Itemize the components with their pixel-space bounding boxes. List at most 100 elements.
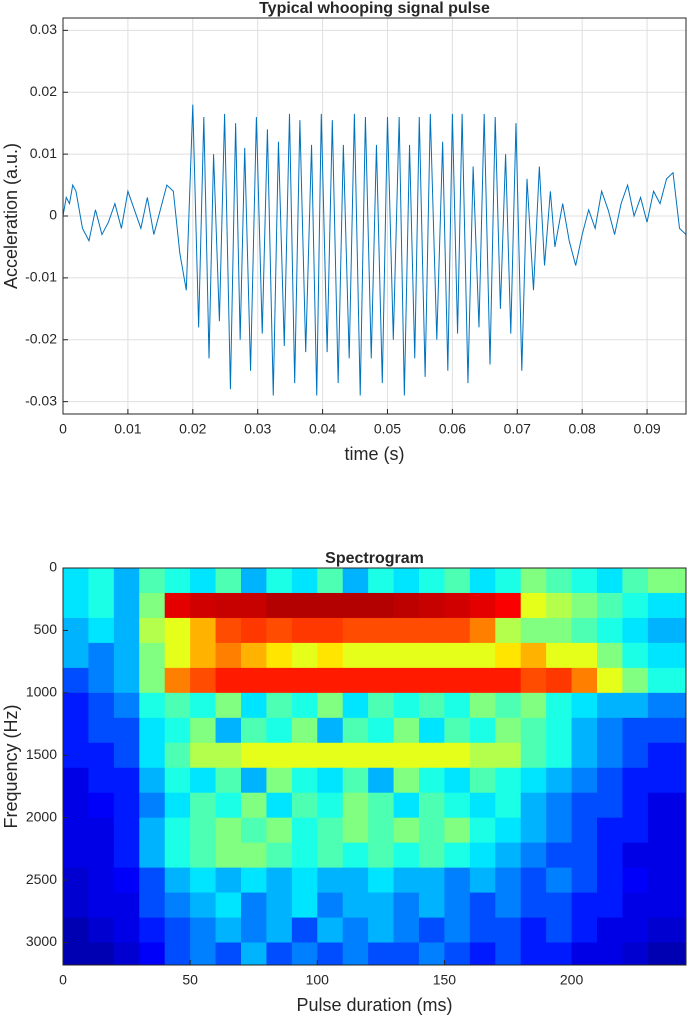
heat-cell <box>597 617 623 644</box>
heat-cell <box>113 792 140 819</box>
heat-cell <box>139 617 166 644</box>
heat-cell <box>469 817 496 844</box>
heat-cell <box>215 792 242 819</box>
y-axis-label: Frequency (Hz) <box>1 704 21 828</box>
heat-cell <box>241 717 267 744</box>
heat-cell <box>215 817 242 844</box>
heat-cell <box>393 617 420 644</box>
heat-cell <box>393 717 420 744</box>
heat-cell <box>419 867 445 894</box>
heat-cell <box>571 568 598 594</box>
y-tick-label: -0.03 <box>25 392 57 408</box>
heat-cell <box>419 742 445 769</box>
heat-cell <box>88 892 115 919</box>
heat-cell <box>291 717 318 744</box>
x-axis-label: time (s) <box>345 444 405 464</box>
heat-cell <box>647 692 686 719</box>
heat-cell <box>164 792 191 819</box>
heat-cell <box>495 792 522 819</box>
heat-cell <box>571 617 598 644</box>
heat-cell <box>241 592 267 619</box>
heat-cell <box>88 767 115 794</box>
heat-cell <box>63 717 89 744</box>
x-tick-label: 100 <box>306 972 330 988</box>
y-tick-label: 0.01 <box>30 145 57 161</box>
y-tick-label: -0.01 <box>25 269 57 285</box>
heat-cell <box>597 568 623 594</box>
heat-cell <box>520 842 547 869</box>
heat-cell <box>419 917 445 944</box>
heat-cell <box>342 892 369 919</box>
heat-cell <box>241 842 267 869</box>
heat-cell <box>546 792 573 819</box>
heat-cell <box>368 942 395 965</box>
heat-cell <box>88 617 115 644</box>
heat-cell <box>241 817 267 844</box>
heat-cell <box>139 892 166 919</box>
heat-cell <box>139 867 166 894</box>
heat-cell <box>469 642 496 669</box>
heat-cell <box>546 742 573 769</box>
heat-cell <box>164 942 191 965</box>
x-tick-label: 0.07 <box>504 421 531 437</box>
heat-cell <box>342 767 369 794</box>
heat-cell <box>291 667 318 694</box>
heat-cell <box>241 742 267 769</box>
heat-cell <box>139 717 166 744</box>
heat-cell <box>291 617 318 644</box>
heat-cell <box>393 842 420 869</box>
heat-cell <box>113 867 140 894</box>
heat-cell <box>164 817 191 844</box>
heat-cell <box>291 892 318 919</box>
heat-cell <box>495 817 522 844</box>
heat-cell <box>266 942 293 965</box>
heat-cell <box>444 892 471 919</box>
heat-cell <box>622 817 649 844</box>
heat-cell <box>368 867 395 894</box>
heat-cell <box>215 667 242 694</box>
heat-cell <box>597 792 623 819</box>
heat-cell <box>368 792 395 819</box>
y-tick-label: 2500 <box>26 871 57 887</box>
x-tick-label: 0 <box>59 972 67 988</box>
heat-cell <box>597 942 623 965</box>
heat-cell <box>88 817 115 844</box>
heat-cell <box>266 742 293 769</box>
heat-cell <box>419 642 445 669</box>
heat-cell <box>342 568 369 594</box>
heat-cell <box>164 742 191 769</box>
heat-cell <box>469 942 496 965</box>
heat-cell <box>190 942 217 965</box>
heat-cell <box>63 642 89 669</box>
heat-cell <box>469 842 496 869</box>
axes-box <box>62 17 687 415</box>
heat-cell <box>495 642 522 669</box>
heat-cell <box>469 692 496 719</box>
heat-cell <box>419 842 445 869</box>
heat-cell <box>88 717 115 744</box>
heat-cell <box>317 942 344 965</box>
plot-content <box>63 18 686 414</box>
heat-cell <box>571 917 598 944</box>
heat-cell <box>266 842 293 869</box>
heat-cell <box>190 792 217 819</box>
x-tick-label: 50 <box>182 972 198 988</box>
heat-cell <box>317 692 344 719</box>
heat-cell <box>419 692 445 719</box>
heat-cell <box>393 642 420 669</box>
heat-cell <box>419 892 445 919</box>
heat-cell <box>190 592 217 619</box>
heat-cell <box>317 717 344 744</box>
heat-cell <box>469 917 496 944</box>
heat-cell <box>393 792 420 819</box>
y-tick-label: 2000 <box>26 808 57 824</box>
heat-cell <box>419 767 445 794</box>
heat-cell <box>190 842 217 869</box>
heat-cell <box>597 642 623 669</box>
heat-cell <box>546 917 573 944</box>
heat-cell <box>469 792 496 819</box>
heat-cell <box>520 867 547 894</box>
chart-title: Typical whooping signal pulse <box>259 0 490 17</box>
heat-cell <box>597 767 623 794</box>
heat-cell <box>495 867 522 894</box>
